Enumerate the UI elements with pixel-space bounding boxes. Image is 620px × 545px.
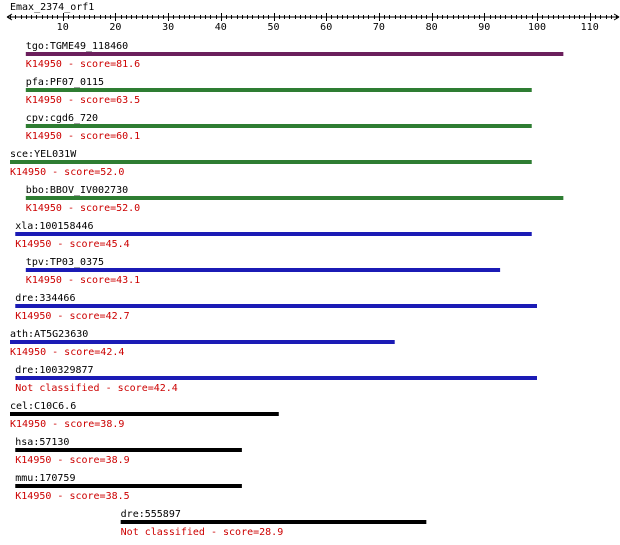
axis-tick-label: 70 — [373, 22, 385, 33]
query-title: Emax_2374_orf1 — [10, 2, 94, 13]
position-axis: 10 20 30 40 50 60 70 80 90 100 110 — [6, 13, 620, 33]
axis-tick-label: 110 — [581, 22, 599, 33]
axis-tick-label: 100 — [528, 22, 546, 33]
hit-annotation[interactable]: K14950 - score=42.4 — [10, 347, 124, 358]
hit-row: tpv:TP03_0375 K14950 - score=43.1 — [25, 257, 501, 286]
hit-row: dre:555897 Not classified - score=28.9 — [120, 509, 427, 538]
hit-alignment-bar[interactable] — [25, 88, 532, 92]
hit-gene-label[interactable]: xla:100158446 — [15, 221, 93, 232]
hit-alignment-bar[interactable] — [15, 484, 242, 488]
hit-row: pfa:PF07_0115 K14950 - score=63.5 — [25, 77, 532, 106]
hit-annotation[interactable]: K14950 - score=45.4 — [15, 239, 129, 250]
hit-alignment-bar[interactable] — [25, 52, 564, 56]
axis-left-arrow — [6, 13, 13, 21]
hit-row: dre:100329877 Not classified - score=42.4 — [15, 365, 537, 394]
hit-alignment-bar[interactable] — [10, 340, 395, 344]
axis-tick-label: 10 — [57, 22, 69, 33]
hit-list: tgo:TGME49_118460 K14950 - score=81.6 pfa:… — [10, 41, 564, 538]
hit-alignment-bar[interactable] — [15, 448, 242, 452]
hit-gene-label[interactable]: dre:334466 — [15, 293, 75, 304]
hit-annotation[interactable]: Not classified - score=28.9 — [121, 527, 284, 538]
hit-gene-label[interactable]: mmu:170759 — [15, 473, 75, 484]
hit-annotation[interactable]: K14950 - score=52.0 — [10, 167, 124, 178]
hit-row: mmu:170759 K14950 - score=38.5 — [15, 473, 242, 502]
hit-gene-label[interactable]: pfa:PF07_0115 — [26, 77, 104, 88]
hit-alignment-bar[interactable] — [120, 520, 427, 524]
hit-row: tgo:TGME49_118460 K14950 - score=81.6 — [25, 41, 564, 70]
axis-tick-label: 20 — [109, 22, 121, 33]
axis-tick-label: 50 — [267, 22, 279, 33]
hit-alignment-bar[interactable] — [15, 232, 532, 236]
hit-row: dre:334466 K14950 - score=42.7 — [15, 293, 537, 322]
hit-alignment-bar[interactable] — [15, 376, 537, 380]
hit-row: sce:YEL031W K14950 - score=52.0 — [10, 149, 532, 178]
hit-gene-label[interactable]: ath:AT5G23630 — [10, 329, 88, 340]
hit-gene-label[interactable]: tgo:TGME49_118460 — [26, 41, 128, 52]
axis-tick-label: 30 — [162, 22, 174, 33]
hit-row: xla:100158446 K14950 - score=45.4 — [15, 221, 532, 250]
hit-annotation[interactable]: K14950 - score=42.7 — [15, 311, 129, 322]
hit-gene-label[interactable]: dre:555897 — [121, 509, 181, 520]
axis-tick-label: 80 — [426, 22, 438, 33]
hit-alignment-bar[interactable] — [10, 412, 279, 416]
hit-annotation[interactable]: K14950 - score=43.1 — [26, 275, 140, 286]
hit-row: ath:AT5G23630 K14950 - score=42.4 — [10, 329, 395, 358]
axis-tick-label: 60 — [320, 22, 332, 33]
hit-row: bbo:BBOV_IV002730 K14950 - score=52.0 — [25, 185, 564, 214]
hit-annotation[interactable]: K14950 - score=63.5 — [26, 95, 140, 106]
hit-annotation[interactable]: K14950 - score=60.1 — [26, 131, 140, 142]
hit-gene-label[interactable]: hsa:57130 — [15, 437, 69, 448]
hit-annotation[interactable]: K14950 - score=38.9 — [10, 419, 124, 430]
hit-alignment-bar[interactable] — [25, 196, 564, 200]
hit-alignment-bar[interactable] — [25, 124, 532, 128]
hit-gene-label[interactable]: sce:YEL031W — [10, 149, 77, 160]
axis-tick-label: 90 — [478, 22, 490, 33]
hit-gene-label[interactable]: bbo:BBOV_IV002730 — [26, 185, 128, 196]
hit-row: cel:C10C6.6 K14950 - score=38.9 — [10, 401, 279, 430]
hit-row: cpv:cgd6_720 K14950 - score=60.1 — [25, 113, 532, 142]
hit-gene-label[interactable]: tpv:TP03_0375 — [26, 257, 104, 268]
hit-gene-label[interactable]: cel:C10C6.6 — [10, 401, 76, 412]
hit-row: hsa:57130 K14950 - score=38.9 — [15, 437, 242, 466]
hit-annotation[interactable]: K14950 - score=81.6 — [26, 59, 140, 70]
hit-annotation[interactable]: K14950 - score=38.5 — [15, 491, 129, 502]
hit-annotation[interactable]: K14950 - score=52.0 — [26, 203, 140, 214]
hit-alignment-bar[interactable] — [25, 268, 501, 272]
hit-annotation[interactable]: Not classified - score=42.4 — [15, 383, 178, 394]
hit-gene-label[interactable]: cpv:cgd6_720 — [26, 113, 98, 124]
hit-annotation[interactable]: K14950 - score=38.9 — [15, 455, 129, 466]
hit-alignment-bar[interactable] — [15, 304, 537, 308]
hit-gene-label[interactable]: dre:100329877 — [15, 365, 93, 376]
axis-tick-label: 40 — [215, 22, 227, 33]
hit-alignment-bar[interactable] — [10, 160, 532, 164]
